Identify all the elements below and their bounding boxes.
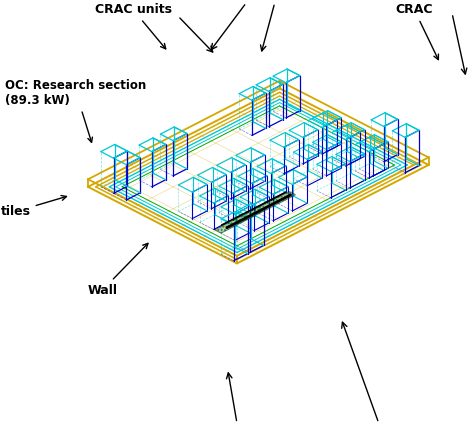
- Text: OC: Research section
(89.3 kW): OC: Research section (89.3 kW): [5, 78, 146, 142]
- Polygon shape: [215, 192, 295, 233]
- Text: CRAC units: CRAC units: [94, 3, 172, 49]
- Text: tiles: tiles: [0, 195, 66, 218]
- Text: CRAC: CRAC: [395, 3, 438, 60]
- Text: Wall: Wall: [87, 243, 148, 297]
